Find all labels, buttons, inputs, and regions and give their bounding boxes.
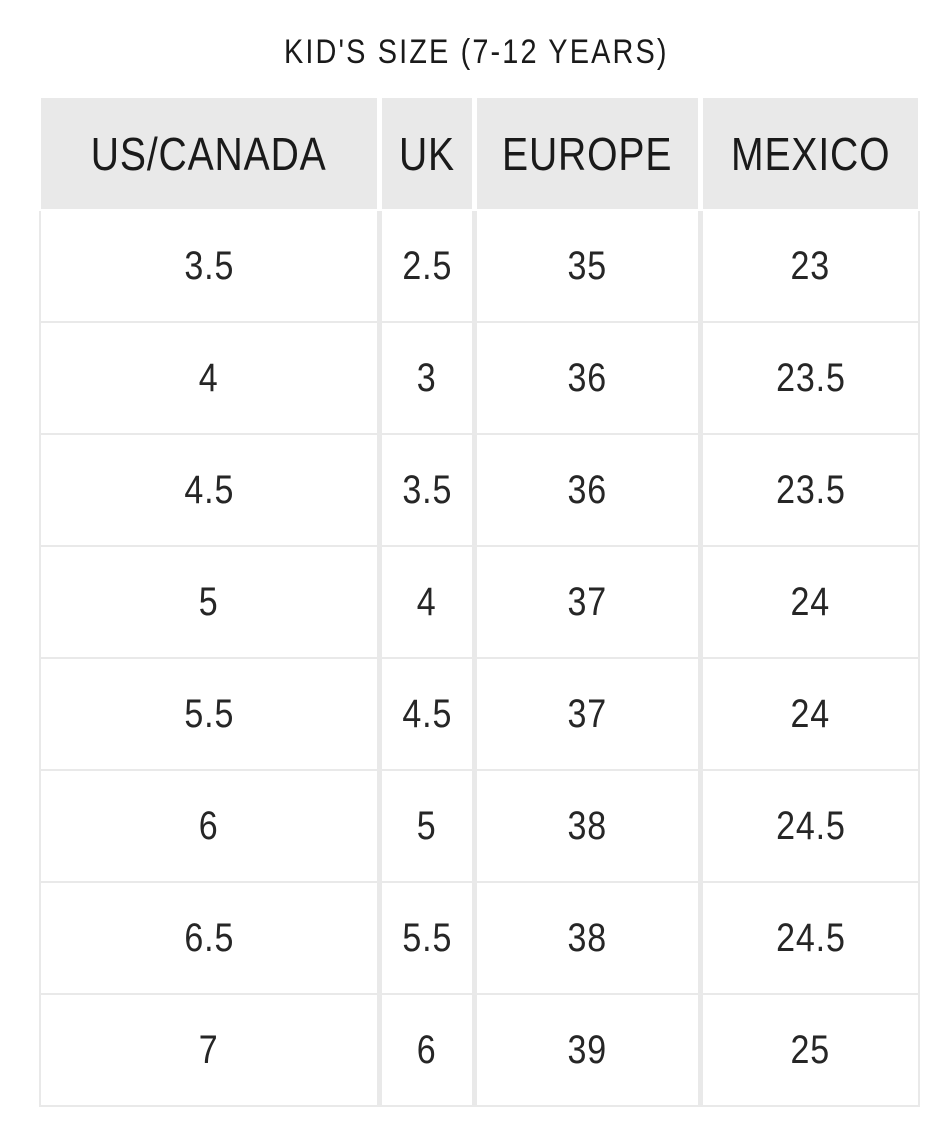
table-cell: 38 xyxy=(477,883,698,993)
table-cell: 4 xyxy=(41,323,377,433)
cell-value: 23.5 xyxy=(775,355,846,400)
cell-value: 24 xyxy=(790,579,831,624)
cell-value: 7 xyxy=(199,1027,219,1072)
table-cell: 24.5 xyxy=(703,883,918,993)
header-cell-us-canada: US/CANADA xyxy=(41,98,377,209)
table-cell: 4.5 xyxy=(41,435,377,545)
table-cell: 23.5 xyxy=(703,435,918,545)
table-header-row: US/CANADA UK EUROPE MEXICO xyxy=(41,98,918,209)
table-cell: 3.5 xyxy=(382,435,472,545)
cell-value: 3 xyxy=(417,355,437,400)
cell-value: 24.5 xyxy=(775,803,846,848)
table-cell: 23 xyxy=(703,211,918,321)
cell-value: 37 xyxy=(567,579,608,624)
table-cell: 4.5 xyxy=(382,659,472,769)
table-cell: 2.5 xyxy=(382,211,472,321)
header-cell-uk-label: UK xyxy=(398,127,456,180)
header-cell-uk: UK xyxy=(382,98,472,209)
table-cell: 36 xyxy=(477,323,698,433)
cell-value: 24 xyxy=(790,691,831,736)
cell-value: 38 xyxy=(567,803,608,848)
cell-value: 5.5 xyxy=(402,915,452,960)
header-cell-europe: EUROPE xyxy=(477,98,698,209)
page-title: KID'S SIZE (7-12 YEARS) xyxy=(0,32,952,72)
table-cell: 7 xyxy=(41,995,377,1105)
cell-value: 6 xyxy=(199,803,219,848)
table-cell: 37 xyxy=(477,659,698,769)
table-cell: 38 xyxy=(477,771,698,881)
cell-value: 38 xyxy=(567,915,608,960)
cell-value: 5 xyxy=(417,803,437,848)
cell-value: 2.5 xyxy=(402,243,452,288)
table-cell: 24 xyxy=(703,547,918,657)
page-title-text: KID'S SIZE (7-12 YEARS) xyxy=(283,33,669,71)
table-cell: 35 xyxy=(477,211,698,321)
cell-value: 4 xyxy=(199,355,219,400)
cell-value: 23 xyxy=(790,243,831,288)
table-cell: 5 xyxy=(41,547,377,657)
cell-value: 35 xyxy=(567,243,608,288)
table-cell: 6 xyxy=(41,771,377,881)
cell-value: 25 xyxy=(790,1027,831,1072)
cell-value: 36 xyxy=(567,355,608,400)
cell-value: 5.5 xyxy=(184,691,234,736)
table-cell: 37 xyxy=(477,547,698,657)
table-cell: 5.5 xyxy=(382,883,472,993)
table-cell: 5.5 xyxy=(41,659,377,769)
cell-value: 6 xyxy=(417,1027,437,1072)
header-cell-europe-label: EUROPE xyxy=(502,127,673,180)
cell-value: 24.5 xyxy=(775,915,846,960)
cell-value: 23.5 xyxy=(775,467,846,512)
cell-value: 6.5 xyxy=(184,915,234,960)
table-cell: 4 xyxy=(382,547,472,657)
table-cell: 36 xyxy=(477,435,698,545)
cell-value: 39 xyxy=(567,1027,608,1072)
cell-value: 37 xyxy=(567,691,608,736)
cell-value: 36 xyxy=(567,467,608,512)
cell-value: 4 xyxy=(417,579,437,624)
table-cell: 6.5 xyxy=(41,883,377,993)
table-cell: 25 xyxy=(703,995,918,1105)
cell-value: 3.5 xyxy=(402,467,452,512)
cell-value: 4.5 xyxy=(184,467,234,512)
cell-value: 4.5 xyxy=(402,691,452,736)
table-cell: 23.5 xyxy=(703,323,918,433)
header-cell-mexico-label: MEXICO xyxy=(730,127,891,180)
table-cell: 39 xyxy=(477,995,698,1105)
cell-value: 5 xyxy=(199,579,219,624)
table-cell: 24.5 xyxy=(703,771,918,881)
table-cell: 3 xyxy=(382,323,472,433)
table-cell: 24 xyxy=(703,659,918,769)
table-cell: 3.5 xyxy=(41,211,377,321)
table-cell: 6 xyxy=(382,995,472,1105)
size-conversion-table: US/CANADA UK EUROPE MEXICO 3.5 2.5 35 23… xyxy=(39,98,920,1107)
table-body: 3.5 2.5 35 23 4 3 36 23.5 4.5 3.5 36 23.… xyxy=(39,211,920,1107)
header-cell-mexico: MEXICO xyxy=(703,98,918,209)
table-cell: 5 xyxy=(382,771,472,881)
cell-value: 3.5 xyxy=(184,243,234,288)
header-cell-us-canada-label: US/CANADA xyxy=(91,127,327,180)
